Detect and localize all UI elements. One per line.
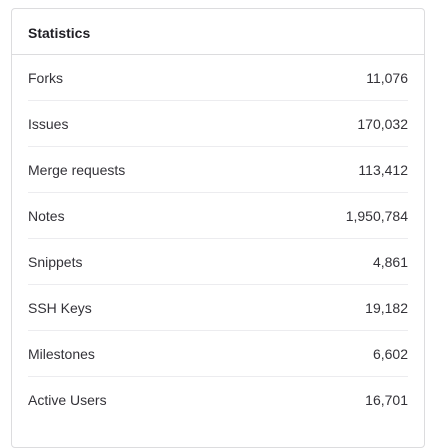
- stats-list: Forks 11,076 Issues 170,032 Merge reques…: [28, 55, 408, 423]
- stat-label: Merge requests: [28, 162, 125, 178]
- stat-label: Milestones: [28, 346, 95, 362]
- stat-row-active-users: Active Users 16,701: [28, 377, 408, 423]
- card-title: Statistics: [28, 25, 90, 41]
- stat-value: 113,412: [358, 162, 408, 178]
- stat-row-notes: Notes 1,950,784: [28, 193, 408, 239]
- stat-value: 4,861: [373, 254, 408, 270]
- card-header: Statistics: [12, 9, 424, 55]
- stat-value: 11,076: [366, 70, 408, 86]
- stat-label: Notes: [28, 208, 65, 224]
- stat-value: 6,602: [373, 346, 408, 362]
- stat-row-snippets: Snippets 4,861: [28, 239, 408, 285]
- statistics-card: Statistics Forks 11,076 Issues 170,032 M…: [11, 8, 425, 448]
- stat-label: SSH Keys: [28, 300, 92, 316]
- stat-row-merge-requests: Merge requests 113,412: [28, 147, 408, 193]
- stat-value: 170,032: [357, 116, 408, 132]
- stat-value: 1,950,784: [346, 208, 408, 224]
- stat-label: Snippets: [28, 254, 82, 270]
- stat-label: Forks: [28, 70, 63, 86]
- stat-value: 16,701: [365, 392, 408, 408]
- stat-row-issues: Issues 170,032: [28, 101, 408, 147]
- stat-label: Active Users: [28, 392, 107, 408]
- stat-row-milestones: Milestones 6,602: [28, 331, 408, 377]
- stat-label: Issues: [28, 116, 68, 132]
- stat-value: 19,182: [365, 300, 408, 316]
- stat-row-ssh-keys: SSH Keys 19,182: [28, 285, 408, 331]
- stat-row-forks: Forks 11,076: [28, 55, 408, 101]
